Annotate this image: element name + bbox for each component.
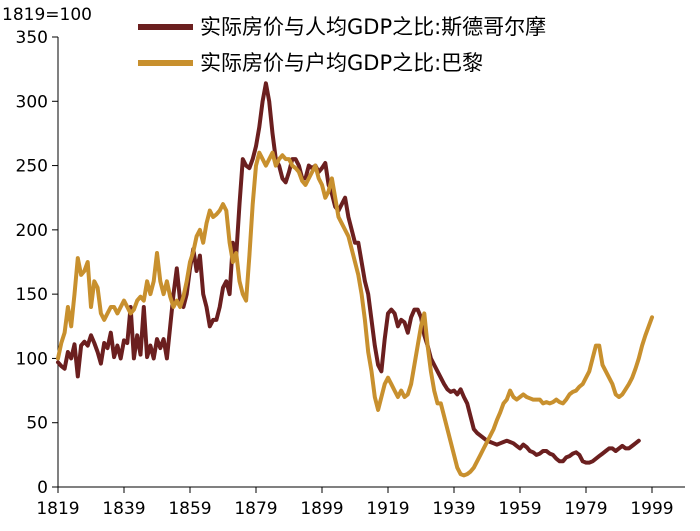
y-tick-label: 300 xyxy=(16,92,48,112)
series-line-2 xyxy=(56,150,654,478)
x-tick-label: 1859 xyxy=(168,499,211,519)
x-axis: 1819 1839 1859 1879 1899 1919 1939 1959 1979 1999 xyxy=(36,486,685,519)
y-tick-label: 50 xyxy=(26,414,48,434)
x-tick-label: 1839 xyxy=(102,499,145,519)
x-tick-label: 1899 xyxy=(300,499,343,519)
y-axis: 0 50 100 150 200 250 300 350 xyxy=(16,28,59,498)
series-line-1 xyxy=(56,81,641,465)
y-tick-label: 250 xyxy=(16,157,48,177)
x-tick-label: 1919 xyxy=(366,499,409,519)
x-tick-label: 1979 xyxy=(564,499,607,519)
y-tick-label: 150 xyxy=(16,285,48,305)
x-tick-label: 1999 xyxy=(630,499,673,519)
legend-label-1: 实际房价与人均GDP之比:斯德哥尔摩 xyxy=(200,15,546,39)
legend-label-2: 实际房价与户均GDP之比:巴黎 xyxy=(200,51,483,75)
series-layer xyxy=(56,81,654,478)
y-tick-label: 350 xyxy=(16,28,48,48)
unit-label: 1819=100 xyxy=(2,5,92,25)
y-tick-label: 200 xyxy=(16,221,48,241)
x-tick-label: 1879 xyxy=(234,499,277,519)
x-tick-label: 1939 xyxy=(432,499,475,519)
y-tick-label: 0 xyxy=(37,478,48,498)
y-tick-label: 100 xyxy=(16,349,48,369)
x-tick-label: 1819 xyxy=(36,499,79,519)
x-tick-label: 1959 xyxy=(498,499,541,519)
